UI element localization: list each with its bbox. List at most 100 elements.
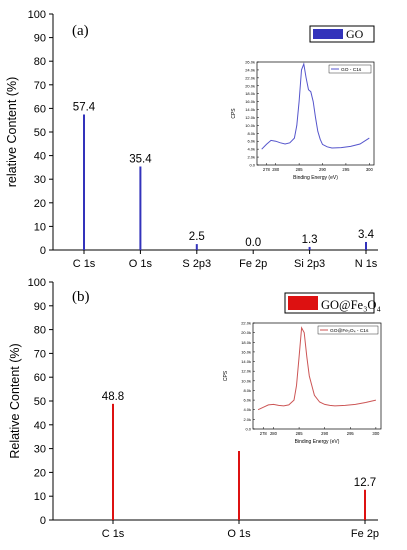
data-label: 12.7 (354, 477, 376, 489)
y-tick-label: 40 (34, 151, 46, 163)
inset-y-tick-label: 8.0k (247, 131, 255, 136)
inset-y-tick-label: 0.0 (245, 427, 251, 432)
inset-y-tick-label: 20.0k (241, 330, 251, 335)
panel-label: (b) (72, 289, 90, 305)
data-label: 3.4 (358, 229, 375, 241)
inset-y-tick-label: 16.0k (241, 349, 251, 354)
inset-y-axis-label: CPS (231, 108, 237, 119)
inset-x-tick-label: 290 (319, 167, 327, 172)
x-tick-label: C 1s (73, 258, 96, 270)
y-axis-label: relative Content (%) (5, 77, 19, 187)
inset-y-tick-label: 8.0k (243, 388, 251, 393)
inset-y-tick-label: 20.0k (245, 83, 255, 88)
legend-label: GO@Fe₃O₄ (321, 298, 381, 312)
data-label: 57.4 (73, 102, 96, 114)
inset-x-axis-label: Binding Energy (eV) (293, 175, 338, 181)
y-tick-label: 60 (34, 103, 46, 115)
y-axis-label: Relative Content (%) (8, 343, 22, 458)
inset-legend-label: GO - C1s (341, 67, 362, 73)
y-tick-label: 90 (34, 33, 46, 45)
inset-y-tick-label: 14.0k (245, 107, 255, 112)
inset-y-tick-label: 12.0k (245, 115, 255, 120)
inset-x-tick-label: 300 (366, 167, 374, 172)
inset-spectrum-line (261, 62, 370, 150)
inset-y-tick-label: 4.0k (247, 147, 255, 152)
legend-swatch (313, 29, 343, 39)
inset-y-tick-label: 10.0k (245, 123, 255, 128)
y-tick-label: 80 (34, 56, 46, 68)
inset-x-tick-label: 300 (372, 431, 380, 436)
inset-y-tick-label: 0.0 (249, 163, 255, 168)
inset-x-tick-label: 290 (321, 431, 329, 436)
y-tick-label: 80 (34, 325, 46, 337)
inset-y-axis-label: CPS (223, 370, 229, 381)
data-label: 48.8 (102, 391, 124, 403)
inset-y-tick-label: 26.0k (245, 60, 255, 65)
inset-x-tick-label: 285 (296, 431, 304, 436)
y-tick-label: 70 (34, 348, 46, 360)
inset-frame (252, 322, 382, 430)
inset-y-tick-label: 14.0k (241, 359, 251, 364)
x-tick-label: Fe 2p (239, 258, 267, 270)
inset-legend-label: GO@Fe₃O₄ - C1s (330, 328, 369, 334)
inset-legend-box (328, 64, 372, 74)
data-label: 35.4 (129, 153, 152, 165)
x-tick-label: C 1s (102, 528, 125, 540)
inset-y-tick-label: 18.0k (241, 340, 251, 345)
y-tick-label: 100 (28, 9, 46, 21)
y-tick-label: 30 (34, 444, 46, 456)
inset-y-tick-label: 18.0k (245, 91, 255, 96)
inset-x-tick-label: 295 (347, 431, 355, 436)
x-tick-label: Fe 2p (351, 528, 379, 540)
legend-label: GO (346, 27, 364, 41)
inset-x-tick-label: 285 (296, 167, 304, 172)
inset-y-tick-label: 24.0k (245, 67, 255, 72)
y-tick-label: 50 (34, 396, 46, 408)
x-tick-label: O 1s (227, 528, 251, 540)
inset-frame (256, 61, 375, 166)
y-tick-label: 30 (34, 174, 46, 186)
x-tick-label: S 2p3 (182, 258, 211, 270)
y-tick-label: 90 (34, 301, 46, 313)
inset-y-tick-label: 4.0k (243, 407, 251, 412)
panel-b: 0 10 20 30 40 50 60 70 80 90 100 Relative Content (… (8, 277, 385, 540)
inset-x-axis-label: Binding Energy (eV) (295, 439, 340, 445)
x-tick-label: Si 2p3 (294, 258, 325, 270)
inset-y-tick-label: 10.0k (241, 378, 251, 383)
x-tick-label: O 1s (129, 258, 153, 270)
y-tick-label: 40 (34, 420, 46, 432)
panel-label: (a) (72, 23, 89, 39)
data-label: 2.5 (189, 231, 205, 243)
y-tick-label: 70 (34, 80, 46, 92)
inset-x-tick-label: 278 (260, 431, 268, 436)
inset-y-tick-label: 6.0k (243, 398, 251, 403)
y-tick-label: 10 (34, 221, 46, 233)
inset-chart: 0.0 2.0k 4.0k 6.0k 8.0k 10.0k 12.0k 14.0k 16.0k 1… (228, 57, 378, 187)
y-tick-label: 60 (34, 372, 46, 384)
panel-a: 0 10 20 30 40 50 60 70 80 90 100 relative Content (… (5, 9, 378, 270)
y-tick-label: 50 (34, 127, 46, 139)
inset-x-tick-label: 280 (270, 431, 278, 436)
y-tick-label: 10 (34, 491, 46, 503)
inset-y-tick-label: 16.0k (245, 99, 255, 104)
inset-y-tick-label: 2.0k (247, 155, 255, 160)
y-tick-label: 0 (40, 515, 46, 527)
data-label: 0.0 (245, 237, 261, 249)
data-label: 1.3 (302, 234, 318, 246)
inset-y-tick-label: 12.0k (241, 369, 251, 374)
y-tick-label: 100 (28, 277, 46, 289)
inset-x-tick-label: 295 (342, 167, 350, 172)
y-tick-label: 20 (34, 467, 46, 479)
inset-y-tick-label: 2.0k (243, 417, 251, 422)
inset-y-tick-label: 22.0k (245, 75, 255, 80)
inset-spectrum-line (257, 326, 377, 411)
inset-y-tick-label: 6.0k (247, 139, 255, 144)
inset-x-tick-label: 278 (263, 167, 271, 172)
inset-x-tick-label: 280 (272, 167, 280, 172)
y-tick-label: 0 (40, 245, 46, 257)
inset-legend-box (317, 325, 379, 335)
legend-swatch (288, 296, 318, 310)
inset-y-tick-label: 22.0k (241, 321, 251, 326)
inset-chart: 0.0 2.0k 4.0k 6.0k 8.0k 10.0k 12.0k 14.0k 16.0k 1… (220, 318, 385, 451)
